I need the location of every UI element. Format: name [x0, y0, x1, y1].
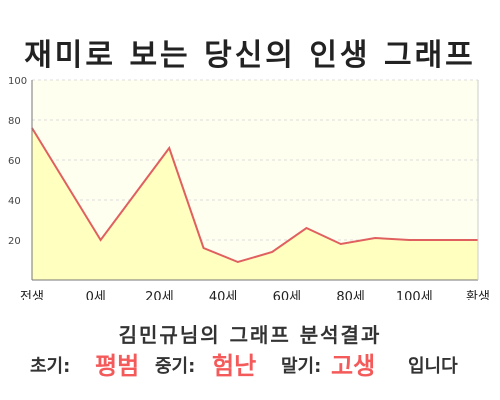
y-tick-label: 20: [8, 236, 21, 247]
x-tick-labels: 전생 0세 20세 40세 60세 80세 100세 환생: [20, 290, 490, 300]
late-value: 고생: [331, 352, 376, 380]
y-tick-label: 40: [8, 196, 21, 207]
x-tick-label: 환생: [466, 290, 490, 300]
x-tick-label: 80세: [336, 290, 365, 300]
analysis-result: 초기: 평범 중기: 험난 말기: 고생 입니다: [0, 347, 500, 381]
x-tick-label: 60세: [273, 290, 302, 300]
x-tick-label: 전생: [20, 290, 44, 300]
x-tick-label: 20세: [145, 290, 174, 300]
x-tick-label: 40세: [209, 290, 238, 300]
early-value: 평범: [95, 352, 140, 380]
late-label: 말기:: [281, 356, 322, 377]
middle-value: 험난: [212, 352, 257, 380]
x-tick-label: 100세: [396, 290, 433, 300]
data-line: [31, 127, 478, 264]
y-tick-label: 60: [8, 156, 21, 167]
area-fill: [32, 128, 478, 280]
y-tick-labels: 20 40 60 80 100: [8, 76, 27, 247]
early-label: 초기:: [30, 356, 71, 377]
ending-text: 입니다: [408, 356, 458, 377]
page-title: 재미로 보는 당신의 인생 그래프: [24, 38, 476, 73]
analysis-subtitle: 김민규님의 그래프 분석결과: [118, 323, 382, 347]
y-tick-label: 100: [8, 76, 27, 87]
middle-label: 중기:: [155, 356, 196, 377]
x-tick-label: 0세: [86, 290, 106, 300]
y-tick-label: 80: [8, 116, 21, 127]
life-chart: 20 40 60 80 100 전생 0세 20세 40세 60세 80세 100세 환생: [8, 76, 490, 300]
